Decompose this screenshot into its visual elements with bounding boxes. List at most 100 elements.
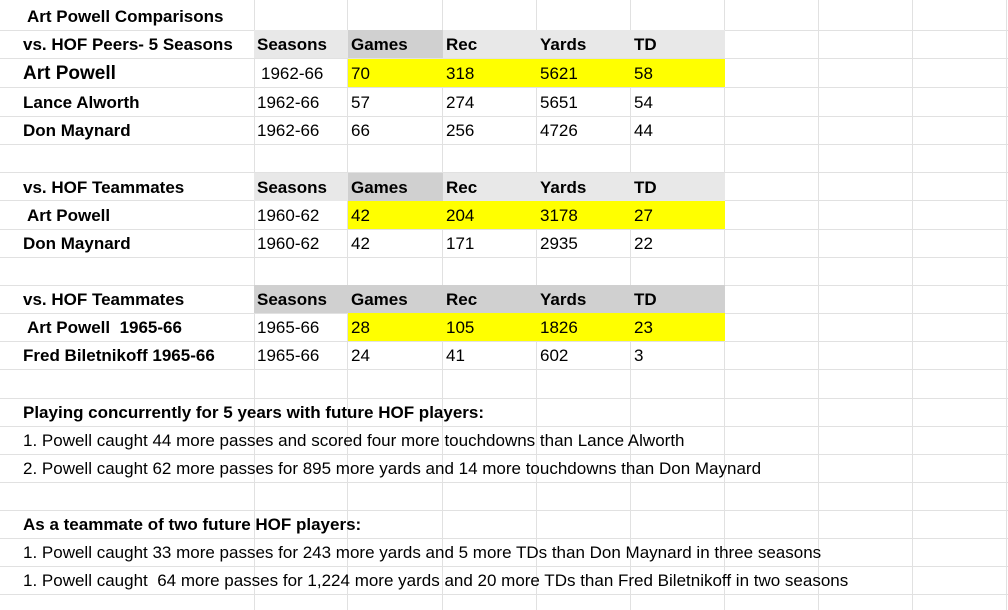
header-seasons[interactable]: Seasons: [254, 285, 348, 313]
player-name[interactable]: Don Maynard: [23, 234, 131, 253]
teammates1-section-label[interactable]: vs. HOF Teammates: [23, 178, 185, 197]
notes-row: 2. Powell caught 62 more passes for 895 …: [0, 454, 1008, 482]
table-row: Art Powell 1960-62 42 204 3178 27: [0, 201, 1008, 229]
notes-row: 1. Powell caught 33 more passes for 243 …: [0, 538, 1008, 566]
games-cell[interactable]: 42: [348, 201, 443, 229]
seasons-cell[interactable]: 1960-62: [257, 206, 320, 225]
yards-cell[interactable]: 5621: [537, 59, 631, 87]
gridline: [0, 144, 1008, 145]
games-cell[interactable]: 57: [351, 93, 370, 112]
games-cell[interactable]: 42: [351, 234, 370, 253]
header-rec[interactable]: Rec: [443, 173, 537, 201]
td-cell[interactable]: 23: [631, 313, 725, 341]
header-yards[interactable]: Yards: [537, 285, 631, 313]
player-name[interactable]: Art Powell: [23, 63, 116, 84]
gridline: [0, 116, 1008, 117]
rec-cell[interactable]: 171: [446, 234, 475, 253]
gridline: [912, 0, 913, 610]
seasons-cell[interactable]: 1962-66: [261, 64, 324, 83]
header-rec[interactable]: Rec: [443, 285, 537, 313]
seasons-cell[interactable]: 1962-66: [257, 121, 320, 140]
header-yards[interactable]: Yards: [537, 30, 631, 58]
teammates2-section-label[interactable]: vs. HOF Teammates: [23, 290, 185, 309]
gridline: [0, 594, 1008, 595]
concurrent-note-1[interactable]: 1. Powell caught 44 more passes and scor…: [23, 431, 685, 450]
yards-cell[interactable]: 4726: [540, 121, 578, 140]
seasons-cell[interactable]: 1962-66: [257, 93, 320, 112]
gridline: [0, 229, 1008, 230]
games-cell[interactable]: 28: [348, 313, 443, 341]
page-title[interactable]: Art Powell Comparisons: [27, 7, 224, 26]
header-td[interactable]: TD: [631, 173, 725, 201]
table-row: Art Powell 1962-66 70 318 5621 58: [0, 59, 1008, 87]
seasons-cell[interactable]: 1965-66: [257, 318, 320, 337]
player-name[interactable]: Art Powell: [27, 206, 111, 225]
peers-section-label[interactable]: vs. HOF Peers- 5 Seasons: [23, 35, 233, 54]
teammate-note-2[interactable]: 1. Powell caught 64 more passes for 1,22…: [23, 571, 849, 590]
rec-cell[interactable]: 256: [446, 121, 475, 140]
header-games[interactable]: Games: [348, 285, 443, 313]
player-name[interactable]: Fred Biletnikoff 1965-66: [23, 346, 215, 365]
games-cell[interactable]: 70: [348, 59, 443, 87]
gridline: [0, 398, 1008, 399]
gridline: [818, 0, 819, 610]
player-name[interactable]: Lance Alworth: [23, 93, 140, 112]
gridline: [0, 426, 1008, 427]
title-row: Art Powell Comparisons: [0, 2, 1008, 30]
td-cell[interactable]: 3: [634, 346, 644, 365]
seasons-cell[interactable]: 1965-66: [257, 346, 320, 365]
rec-cell[interactable]: 274: [446, 93, 475, 112]
rec-cell[interactable]: 204: [443, 201, 537, 229]
teammate-note-1[interactable]: 1. Powell caught 33 more passes for 243 …: [23, 543, 822, 562]
concurrent-note-2[interactable]: 2. Powell caught 62 more passes for 895 …: [23, 459, 762, 478]
header-games[interactable]: Games: [348, 30, 443, 58]
games-cell[interactable]: 66: [351, 121, 370, 140]
td-cell[interactable]: 54: [634, 93, 653, 112]
yards-cell[interactable]: 3178: [537, 201, 631, 229]
rec-cell[interactable]: 318: [443, 59, 537, 87]
gridline: [0, 510, 1008, 511]
header-yards[interactable]: Yards: [537, 173, 631, 201]
header-rec[interactable]: Rec: [443, 30, 537, 58]
gridline: [0, 538, 1008, 539]
header-td[interactable]: TD: [631, 285, 725, 313]
gridline: [0, 369, 1008, 370]
yards-cell[interactable]: 1826: [537, 313, 631, 341]
header-seasons[interactable]: Seasons: [254, 30, 348, 58]
notes-row: 1. Powell caught 44 more passes and scor…: [0, 426, 1008, 454]
td-cell[interactable]: 44: [634, 121, 653, 140]
gridline: [1006, 0, 1007, 610]
table-row: Art Powell 1965-66 1965-66 28 105 1826 2…: [0, 313, 1008, 341]
yards-cell[interactable]: 2935: [540, 234, 578, 253]
td-cell[interactable]: 22: [634, 234, 653, 253]
gridline: [0, 172, 1008, 173]
td-cell[interactable]: 58: [631, 59, 725, 87]
td-cell[interactable]: 27: [631, 201, 725, 229]
gridline: [0, 257, 1008, 258]
header-seasons[interactable]: Seasons: [254, 173, 348, 201]
header-td[interactable]: TD: [631, 30, 725, 58]
notes-row: Playing concurrently for 5 years with fu…: [0, 398, 1008, 426]
gridline: [0, 566, 1008, 567]
table-row: Don Maynard 1960-62 42 171 2935 22: [0, 229, 1008, 257]
notes-row: As a teammate of two future HOF players:: [0, 510, 1008, 538]
games-cell[interactable]: 24: [351, 346, 370, 365]
yards-cell[interactable]: 5651: [540, 93, 578, 112]
header-games[interactable]: Games: [348, 173, 443, 201]
teammates1-header-row: vs. HOF Teammates Seasons Games Rec Yard…: [0, 173, 1008, 201]
peers-header-row: vs. HOF Peers- 5 Seasons Seasons Games R…: [0, 30, 1008, 58]
gridline: [0, 454, 1008, 455]
player-name[interactable]: Art Powell 1965-66: [27, 318, 182, 337]
gridline: [0, 58, 1008, 59]
rec-cell[interactable]: 41: [446, 346, 465, 365]
concurrent-heading[interactable]: Playing concurrently for 5 years with fu…: [23, 403, 485, 422]
yards-cell[interactable]: 602: [540, 346, 569, 365]
player-name[interactable]: Don Maynard: [23, 121, 131, 140]
teammate-heading[interactable]: As a teammate of two future HOF players:: [23, 515, 362, 534]
teammates2-header-row: vs. HOF Teammates Seasons Games Rec Yard…: [0, 285, 1008, 313]
table-row: Lance Alworth 1962-66 57 274 5651 54: [0, 88, 1008, 116]
rec-cell[interactable]: 105: [443, 313, 537, 341]
table-row: Don Maynard 1962-66 66 256 4726 44: [0, 116, 1008, 144]
seasons-cell[interactable]: 1960-62: [257, 234, 320, 253]
